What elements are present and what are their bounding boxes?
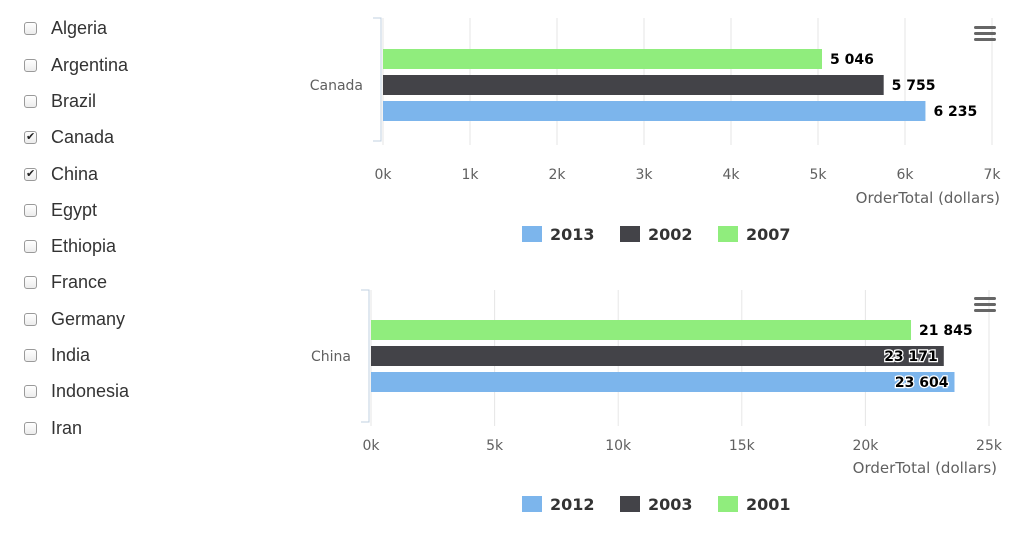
checkbox[interactable] [24, 421, 37, 435]
legend-label: 2013 [550, 225, 595, 244]
checkbox[interactable] [24, 239, 37, 253]
legend-label: 2007 [746, 225, 791, 244]
bar-2013[interactable] [383, 101, 926, 121]
x-tick-label: 15k [729, 438, 756, 454]
x-tick-label: 7k [983, 167, 1001, 183]
legend-label: 2012 [550, 495, 595, 514]
data-label: 5 046 [830, 52, 874, 68]
bar-2007[interactable] [383, 49, 823, 69]
x-tick-label: 0k [374, 167, 392, 183]
data-label: 21 845 [919, 323, 973, 339]
menu-bar [974, 32, 996, 35]
country-label: Iran [51, 417, 83, 438]
country-label: France [51, 271, 108, 292]
bar-2001[interactable] [371, 320, 912, 340]
country-label: Ethiopia [51, 235, 117, 256]
bar-2003[interactable] [371, 346, 944, 366]
category-label: Canada [310, 78, 363, 94]
chart-china: China 23 604 23 171 21 845 0k 5k 10k 15k 20k 25k O… [300, 280, 1010, 533]
country-item-ethiopia[interactable]: Ethiopia [24, 228, 116, 264]
checkbox[interactable] [24, 21, 37, 35]
checkbox[interactable] [24, 94, 37, 108]
checkbox[interactable] [24, 348, 37, 362]
legend-label: 2001 [746, 495, 791, 514]
country-label: Brazil [51, 90, 97, 111]
legend-item-2003[interactable]: 2003 [620, 495, 693, 514]
legend-label: 2002 [648, 225, 693, 244]
country-item-germany[interactable]: Germany [24, 301, 125, 337]
x-tick-label: 3k [635, 167, 653, 183]
category-label: China [311, 349, 351, 365]
legend-swatch [718, 226, 738, 242]
menu-bar [974, 303, 996, 306]
country-item-algeria[interactable]: Algeria [24, 10, 107, 46]
legend-swatch [522, 226, 542, 242]
checkbox[interactable] [24, 58, 37, 72]
country-label: Canada [51, 126, 115, 147]
bar-2002[interactable] [383, 75, 884, 95]
menu-bar [974, 309, 996, 312]
legend-label: 2003 [648, 495, 693, 514]
x-tick-label: 10k [605, 438, 632, 454]
menu-bar [974, 297, 996, 300]
chart-canada: Canada 6 235 5 755 5 046 0k 1k 2k 3k 4k 5k 6k 7k Ord… [300, 10, 1010, 265]
legend-item-2007[interactable]: 2007 [718, 225, 791, 244]
checkbox[interactable] [24, 384, 37, 398]
y-axis-line [373, 17, 382, 142]
legend-item-2002[interactable]: 2002 [620, 225, 693, 244]
country-item-france[interactable]: France [24, 264, 107, 300]
checkbox[interactable] [24, 312, 37, 326]
x-tick-label: 5k [486, 438, 504, 454]
country-item-argentina[interactable]: Argentina [24, 47, 128, 83]
x-tick-label: 0k [362, 438, 380, 454]
country-item-indonesia[interactable]: Indonesia [24, 373, 129, 409]
hamburger-menu-icon[interactable] [974, 297, 996, 312]
x-tick-label: 1k [461, 167, 479, 183]
country-label: Indonesia [51, 380, 130, 401]
bar-2012[interactable] [371, 372, 955, 392]
country-label: India [51, 344, 91, 365]
country-label: Germany [51, 308, 126, 329]
x-axis-title: OrderTotal (dollars) [853, 459, 997, 477]
hamburger-menu-icon[interactable] [974, 26, 996, 41]
menu-bar [974, 38, 996, 41]
x-tick-label: 6k [896, 167, 914, 183]
country-item-brazil[interactable]: Brazil [24, 83, 96, 119]
menu-bar [974, 26, 996, 29]
chart-china-svg: China 23 604 23 171 21 845 0k 5k 10k 15k 20k 25k O… [311, 289, 1003, 514]
data-label: 6 235 [933, 104, 977, 120]
legend-item-2012[interactable]: 2012 [522, 495, 595, 514]
x-tick-label: 2k [548, 167, 566, 183]
country-item-egypt[interactable]: Egypt [24, 192, 97, 228]
checkbox[interactable] [24, 275, 37, 289]
country-label: Argentina [51, 54, 129, 75]
checkbox[interactable] [24, 167, 37, 181]
country-item-china[interactable]: China [24, 156, 98, 192]
country-label: China [51, 163, 99, 184]
checkbox[interactable] [24, 130, 37, 144]
y-axis-line [361, 289, 370, 423]
country-item-iran[interactable]: Iran [24, 410, 82, 446]
country-label: Algeria [51, 17, 108, 38]
x-tick-label: 20k [852, 438, 879, 454]
legend-swatch [522, 496, 542, 512]
legend-item-2013[interactable]: 2013 [522, 225, 595, 244]
x-axis-title: OrderTotal (dollars) [856, 189, 1000, 207]
legend-swatch [718, 496, 738, 512]
country-item-canada[interactable]: Canada [24, 119, 114, 155]
x-tick-label: 5k [809, 167, 827, 183]
x-tick-label: 4k [722, 167, 740, 183]
chart-canada-svg: Canada 6 235 5 755 5 046 0k 1k 2k 3k 4k 5k 6k 7k Ord… [310, 17, 1001, 244]
legend-swatch [620, 496, 640, 512]
legend-item-2001[interactable]: 2001 [718, 495, 791, 514]
data-label: 23 171 [884, 349, 938, 365]
checkbox[interactable] [24, 203, 37, 217]
data-label: 5 755 [892, 78, 936, 94]
legend-swatch [620, 226, 640, 242]
x-tick-label: 25k [976, 438, 1003, 454]
country-label: Egypt [51, 199, 98, 220]
country-item-india[interactable]: India [24, 337, 90, 373]
data-label: 23 604 [895, 375, 949, 391]
